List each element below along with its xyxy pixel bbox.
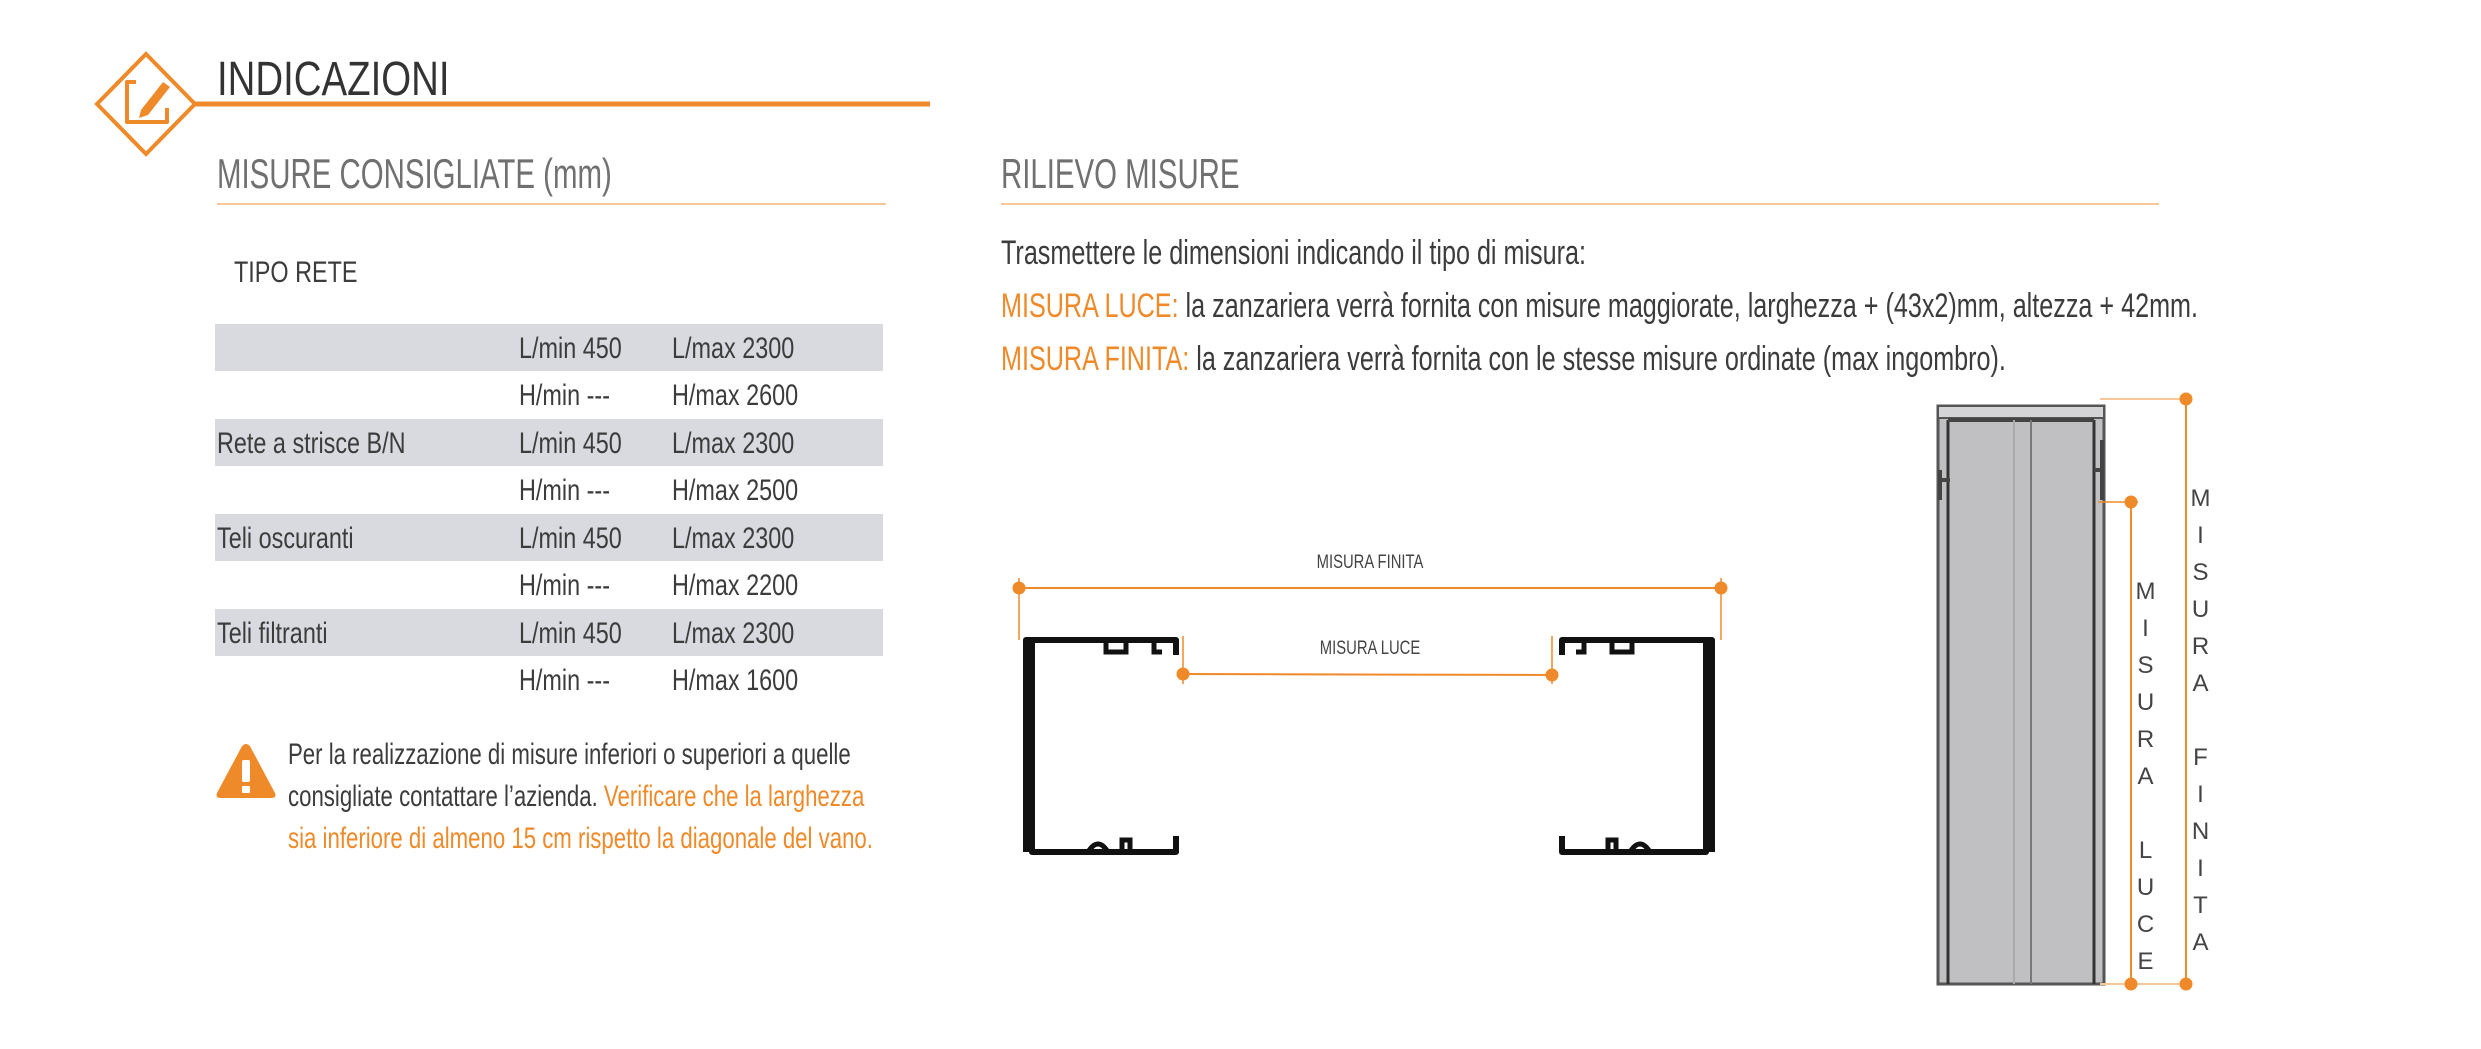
warning-note: Per la realizzazione di misure inferiori…	[288, 738, 873, 855]
table-row: H/min --- H/max 2200	[519, 569, 799, 602]
section-title-misure: MISURE CONSIGLIATE (mm)	[217, 150, 612, 197]
vertical-misura-finita-dimension	[2100, 392, 2193, 991]
section-divider	[1001, 203, 2159, 205]
section-divider	[217, 203, 886, 205]
misura-finita-dimension	[1012, 578, 1728, 640]
section-title-rilievo: RILIEVO MISURE	[1001, 150, 1240, 197]
table-row: H/min --- H/max 1600	[519, 664, 799, 697]
table-row: L/min 450 L/max 2300	[215, 324, 883, 371]
pencil-edit-icon	[94, 51, 198, 157]
table-row: H/min --- H/max 2600	[519, 379, 799, 412]
warning-triangle-icon	[216, 744, 276, 798]
table-row: Teli filtranti L/min 450 L/max 2300	[215, 609, 883, 656]
table-row: Teli oscuranti L/min 450 L/max 2300	[215, 514, 883, 561]
vertical-label-misura-luce: MISURA LUCE	[2132, 578, 2159, 985]
vertical-panel-drawing	[1936, 404, 2106, 986]
vertical-misura-luce-dimension	[2098, 495, 2138, 991]
misura-luce-dimension	[1176, 636, 1559, 684]
left-frame-profile	[1026, 640, 1176, 852]
table-row: H/min --- H/max 2500	[519, 474, 799, 507]
vertical-label-misura-finita: MISURA FINITA	[2187, 485, 2214, 966]
header-graphics	[94, 51, 930, 157]
table-row: Rete a strisce B/N L/min 450 L/max 2300	[215, 419, 883, 466]
label-misura-finita: MISURA FINITA	[1316, 552, 1424, 573]
label-misura-luce: MISURA LUCE	[1319, 638, 1421, 659]
table-title: TIPO RETE	[234, 256, 358, 289]
right-frame-profile	[1562, 640, 1712, 852]
measure-instructions: Trasmettere le dimensioni indicando il t…	[1001, 234, 2198, 378]
page-title: INDICAZIONI	[217, 53, 450, 106]
